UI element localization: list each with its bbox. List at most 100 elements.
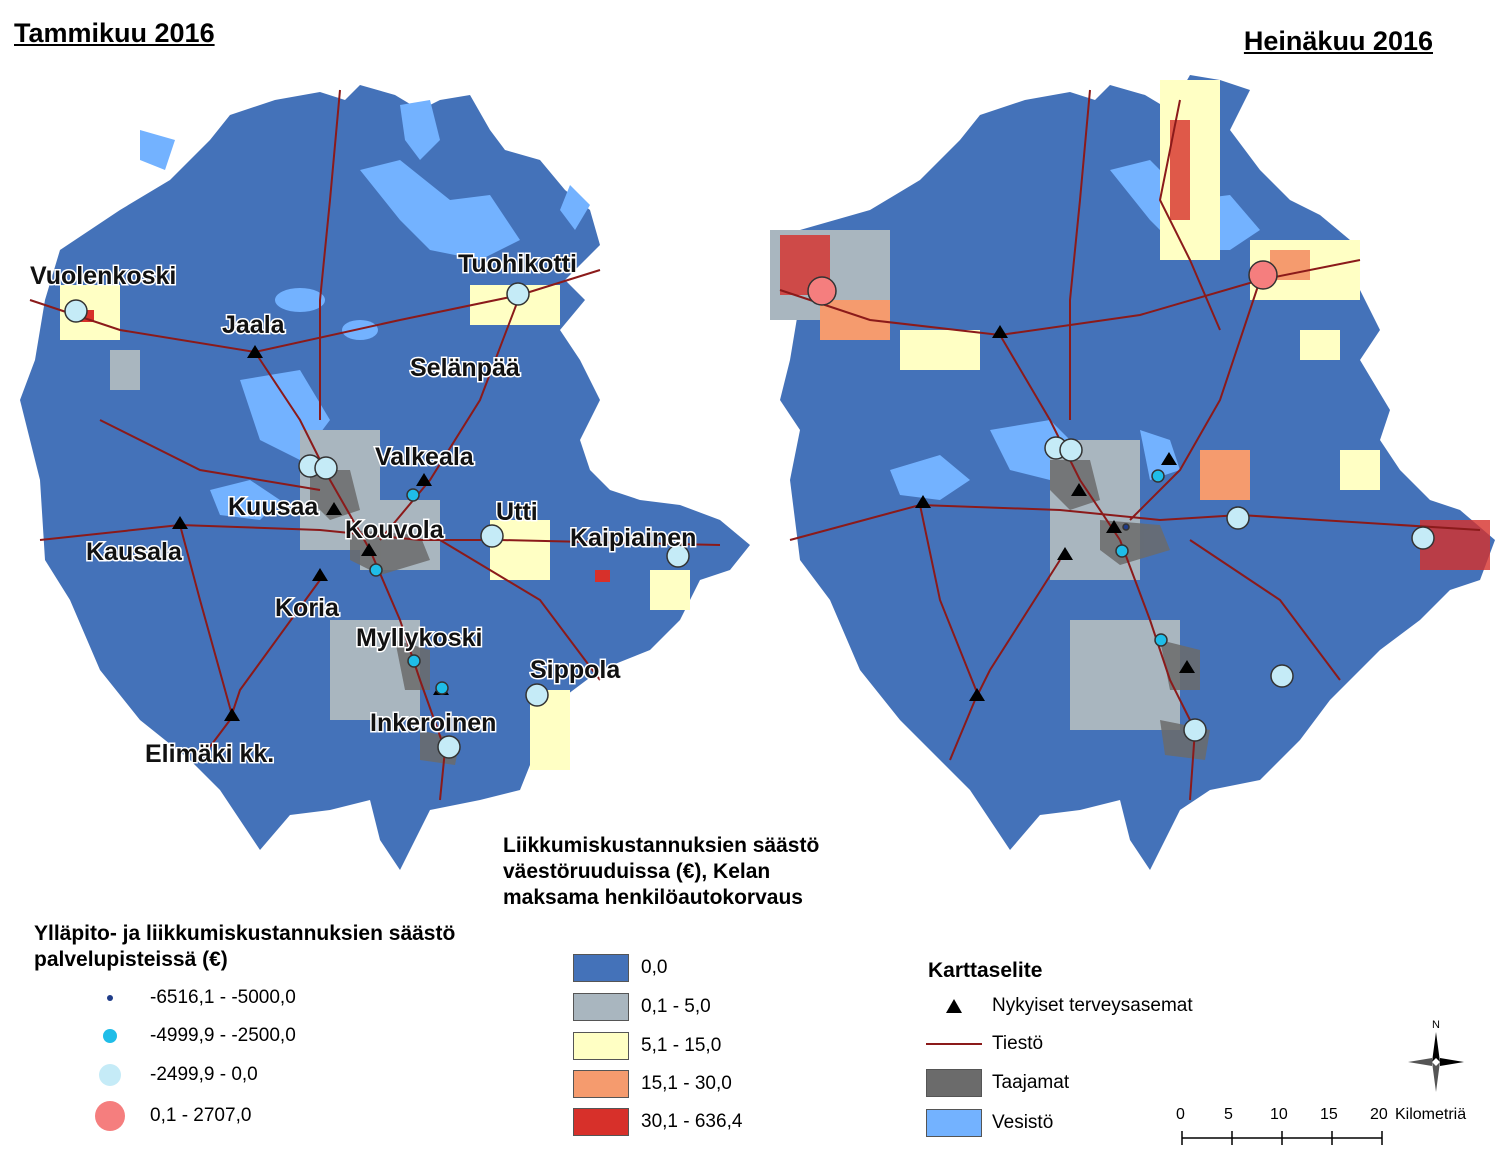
health-station-icon [361,543,377,556]
service-point-marker [1122,523,1130,531]
map-legend-item: Tiestö [926,1030,1043,1058]
place-label: Kaipiainen [570,524,696,552]
map-legend-label: Vesistö [992,1112,1054,1133]
grid-swatch [573,954,629,982]
place-label: Valkeala [375,443,475,471]
service-legend-item: 0,1 - 2707,0 [90,1101,252,1131]
service-point-marker [1115,544,1129,558]
grid-legend-label: 5,1 - 15,0 [641,1035,722,1056]
service-point-marker [1059,438,1083,462]
health-stations [915,325,1195,701]
place-labels: Vuolenkoski Jaala Tuohikotti Selänpää Va… [29,249,698,770]
service-point-marker [1183,718,1207,742]
place-label: Selänpää [410,354,520,382]
grid-swatch [573,1070,629,1098]
scale-tick-label: 20 [1370,1106,1388,1123]
grid-legend-item: 0,0 [573,954,667,982]
service-point-marker [666,544,690,568]
health-station-icon [1161,452,1177,465]
grid-legend-label: 0,0 [641,957,668,978]
health-station-icon [1179,660,1195,673]
health-station-icon [312,568,328,581]
grid-legend-item: 5,1 - 15,0 [573,1032,721,1060]
map-legend-label: Tiestö [992,1033,1044,1054]
service-legend-label: -4999,9 - -2500,0 [150,1025,296,1046]
place-label: Vuolenkoski [30,262,176,290]
service-dot-icon [107,995,113,1001]
place-label: Kuusaa [228,493,319,521]
grid-legend-title: Liikkumiskustannuksien säästö väestöruud… [503,834,820,909]
health-station-icon [224,708,240,721]
place-label: Elimäki kk. [145,740,274,768]
grid-legend-item: 30,1 - 636,4 [573,1108,742,1136]
health-station-icon [1071,483,1087,496]
service-point-marker [525,683,549,707]
map-legend-item: Taajamat [926,1069,1069,1097]
service-point-marker [480,524,504,548]
scale-bar [1181,1131,1383,1145]
health-station-icon [416,473,432,486]
scale-unit-label: Kilometriä [1395,1106,1467,1123]
service-legend-label: 0,1 - 2707,0 [150,1105,252,1126]
service-dot-icon [103,1029,117,1043]
service-legend-title: Ylläpito- ja liikkumiskustannuksien sääs… [34,922,456,971]
service-legend-label: -2499,9 - 0,0 [150,1064,258,1085]
scale-tick-label: 15 [1320,1106,1338,1123]
health-station-icon [992,325,1008,338]
health-station-icon [1106,520,1122,533]
health-station-icon [969,688,985,701]
health-station-icon [172,516,188,529]
urban-area-swatch [926,1069,982,1097]
service-point-marker [807,276,837,306]
place-label: Utti [496,498,538,526]
place-label: Tuohikotti [458,250,577,278]
service-points [807,260,1435,742]
map-legend-item: Nykyiset terveysasemat [926,992,1193,1020]
grid-legend-item: 15,1 - 30,0 [573,1070,732,1098]
grid-swatch [573,993,629,1021]
place-label: Kausala [86,538,183,566]
grid-legend-label: 30,1 - 636,4 [641,1111,743,1132]
place-label: Jaala [222,311,286,339]
place-label: Myllykoski [356,624,482,652]
place-label: Koria [275,594,340,622]
service-point-marker [1151,469,1165,483]
service-point-marker [64,299,88,323]
map-legend-label: Nykyiset terveysasemat [992,995,1193,1016]
place-label: Inkeroinen [370,709,496,737]
service-point-marker [1248,260,1278,290]
service-point-marker [1154,633,1168,647]
right-map-title: Heinäkuu 2016 [1243,26,1433,56]
service-legend-item: -4999,9 - -2500,0 [90,1022,296,1050]
map-july [770,75,1495,870]
service-dot-icon [95,1101,125,1131]
service-legend-item: -6516,1 - -5000,0 [90,984,296,1012]
service-point-marker [435,681,449,695]
scale-tick-label: 0 [1176,1106,1185,1123]
map-legend-item: Vesistö [926,1109,1053,1137]
grid-swatch [573,1108,629,1136]
map-january: Vuolenkoski Jaala Tuohikotti Selänpää Va… [20,85,750,870]
service-points [64,282,690,759]
left-map-title: Tammikuu 2016 [14,18,215,48]
service-point-marker [377,529,385,537]
service-point-marker [1411,526,1435,550]
region-shape [20,85,750,870]
health-station-icon [915,495,931,508]
map-legend-label: Taajamat [992,1072,1070,1093]
service-dot-icon [99,1064,121,1086]
place-label: Sippola [530,656,621,684]
service-point-marker [314,456,338,480]
grid-legend-item: 0,1 - 5,0 [573,993,711,1021]
place-label: Kouvola [345,516,445,544]
map-legend-title: Karttaselite [928,959,1043,982]
service-point-marker [406,488,420,502]
service-point-marker [506,282,530,306]
roads [29,89,721,801]
scale-tick-label: 10 [1270,1106,1288,1123]
north-arrow-icon: N [1408,1019,1464,1092]
health-station-icon [247,345,263,358]
service-legend-item: -2499,9 - 0,0 [90,1061,258,1089]
service-point-marker [437,735,461,759]
grid-legend-label: 15,1 - 30,0 [641,1073,732,1094]
